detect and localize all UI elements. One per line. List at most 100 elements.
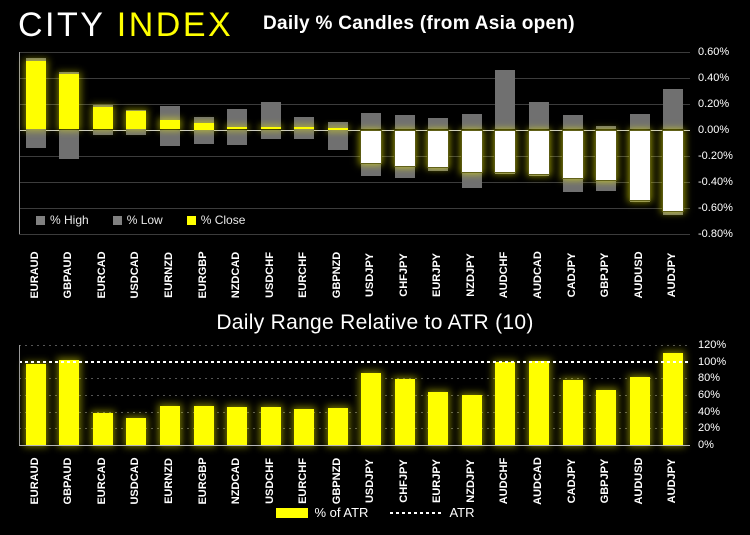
atr-percent-bar — [260, 407, 281, 445]
close-bar-up — [25, 60, 46, 130]
atr-percent-bar — [361, 373, 382, 445]
x-axis-label: GBPNZD — [330, 457, 343, 505]
x-axis-label: GBPAUD — [62, 251, 75, 299]
low-bar — [25, 129, 46, 148]
grid-line — [19, 411, 690, 413]
x-axis-label: USDJPY — [364, 252, 377, 298]
atr-percent-bar — [529, 360, 550, 445]
grid-line — [19, 103, 690, 105]
close-bar-down — [663, 130, 684, 212]
legend-close-label: % Close — [200, 213, 246, 227]
atr-percent-bar — [629, 376, 650, 445]
close-bar-up — [227, 126, 248, 130]
high-bar — [327, 121, 348, 130]
x-axis-label: NZDJPY — [464, 253, 477, 297]
y-tick-label: -0.60% — [698, 201, 733, 214]
x-axis-label: AUDUSD — [632, 457, 645, 505]
close-bar-down — [394, 130, 415, 166]
x-axis-label: NZDJPY — [464, 459, 477, 503]
low-bar — [227, 129, 248, 146]
atr-percent-bar — [25, 364, 46, 445]
candles-chart-x-axis: EURAUD GBPAUD EURCAD USDCAD EURNZD EURGBP NZDC… — [0, 243, 750, 307]
close-bar-up — [260, 126, 281, 130]
legend-item-close: % Close — [186, 213, 246, 227]
grid-line — [19, 394, 690, 396]
atr-reference-line — [19, 360, 690, 363]
y-tick-label: 120% — [698, 338, 727, 351]
atr-chart-y-axis: 120% 100% 80% 60% 40% 20% 0% — [0, 300, 750, 460]
x-axis-label: GBPAUD — [62, 457, 75, 505]
close-bar-down — [428, 130, 449, 168]
high-bar — [629, 113, 650, 130]
atr-percent-bar — [294, 409, 315, 445]
y-axis-line — [19, 344, 20, 445]
high-bar — [428, 117, 449, 130]
atr-percent-bar — [59, 359, 80, 445]
x-axis-label: AUDCAD — [532, 251, 545, 299]
x-axis-label: CADJPY — [565, 458, 578, 504]
grid-line — [19, 233, 690, 235]
atr-percent-bar — [562, 379, 583, 445]
close-bar-up — [92, 107, 113, 130]
low-bar — [159, 129, 180, 147]
grid-line — [19, 155, 690, 157]
x-axis-label: CADJPY — [565, 252, 578, 298]
close-bar-down — [562, 130, 583, 178]
high-bar — [562, 115, 583, 130]
legend-item-low: % Low — [112, 213, 163, 227]
close-bar-down — [361, 130, 382, 164]
x-axis-label: USDCHF — [263, 252, 276, 298]
high-bar — [361, 112, 382, 130]
y-tick-label: -0.40% — [698, 175, 733, 188]
close-bar-down — [629, 130, 650, 200]
y-tick-label: -0.80% — [698, 227, 733, 240]
high-bar — [663, 89, 684, 130]
legend-atr-label: ATR — [449, 505, 475, 520]
grid-line — [19, 207, 690, 209]
low-swatch-icon — [112, 215, 122, 225]
grid-line — [19, 77, 690, 79]
x-axis-line — [19, 445, 690, 446]
atr-percent-bar — [227, 406, 248, 445]
atr-percent-bar — [159, 405, 180, 445]
close-bar-up — [159, 120, 180, 130]
grid-line — [19, 51, 690, 53]
atr-chart-title: Daily Range Relative to ATR (10) — [216, 311, 534, 334]
legend-percent-of-atr-label: % of ATR — [314, 505, 369, 520]
x-axis-label: USDCHF — [263, 458, 276, 504]
atr-percent-bar — [327, 408, 348, 445]
y-tick-label: 0.00% — [698, 123, 730, 136]
atr-percent-bar — [193, 405, 214, 445]
low-bar — [294, 129, 315, 139]
grid-line — [19, 344, 690, 346]
atr-percent-bar — [461, 394, 482, 445]
atr-percent-bar — [92, 413, 113, 445]
grid-line — [19, 181, 690, 183]
grid-line — [19, 378, 690, 380]
y-tick-label: 0.60% — [698, 45, 730, 58]
close-bar-down — [461, 130, 482, 173]
candles-chart-title: Daily % Candles (from Asia open) — [263, 13, 575, 34]
x-axis-label: EURJPY — [431, 458, 444, 504]
logo-index-text: INDEX — [116, 6, 234, 44]
y-tick-label: 40% — [698, 405, 721, 418]
x-axis-label: EURCHF — [297, 458, 310, 504]
low-bar — [260, 129, 281, 139]
y-tick-label: -0.20% — [698, 149, 733, 162]
x-axis-label: EURAUD — [28, 457, 41, 505]
grid-line — [19, 428, 690, 430]
x-axis-label: USDCAD — [129, 251, 142, 299]
x-axis-label: EURCAD — [95, 251, 108, 299]
city-index-logo: CITY INDEX — [18, 6, 233, 45]
percent-of-atr-swatch-icon — [275, 507, 308, 518]
close-swatch-icon — [186, 215, 196, 225]
candles-legend: % High % Low % Close — [36, 213, 269, 227]
candles-chart-plot-area — [19, 46, 690, 238]
x-axis-label: EURNZD — [162, 252, 175, 298]
low-bar — [193, 129, 214, 144]
y-tick-label: 0% — [698, 439, 714, 451]
atr-chart-x-axis: EURAUD GBPAUD EURCAD USDCAD EURNZD EURGBP NZDC… — [0, 449, 750, 511]
close-bar-down — [596, 130, 617, 181]
y-tick-label: 60% — [698, 388, 721, 401]
